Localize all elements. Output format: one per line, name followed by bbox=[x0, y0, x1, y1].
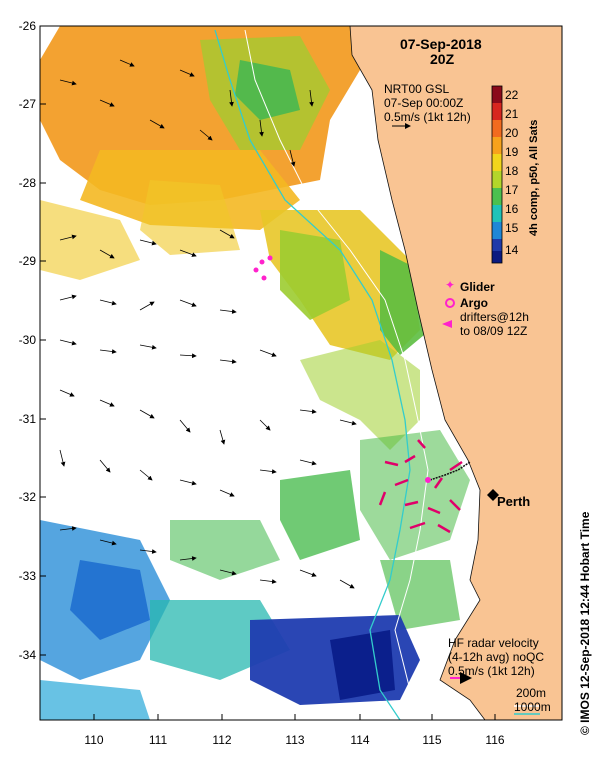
argo-symbol-icon bbox=[445, 298, 455, 308]
glider-legend-label: Glider bbox=[460, 280, 495, 294]
y-tick-label: -27 bbox=[18, 97, 36, 111]
axis-ticks bbox=[40, 25, 496, 720]
colorbar-tick: 17 bbox=[505, 183, 519, 197]
current-vectors bbox=[59, 59, 357, 589]
colorbar-tick: 19 bbox=[505, 145, 519, 159]
product-scale: 0.5m/s (1kt 12h) bbox=[384, 110, 471, 124]
isobath-200m bbox=[244, 29, 429, 720]
y-tick-label: -34 bbox=[18, 648, 36, 662]
hf-radar-scale: 0.5m/s (1kt 12h) bbox=[448, 664, 535, 678]
colorbar-tick: 22 bbox=[505, 88, 519, 102]
x-tick-label: 115 bbox=[422, 733, 442, 747]
isobath-200m-label: 200m bbox=[516, 686, 547, 700]
time-label: 20Z bbox=[430, 51, 455, 67]
y-tick-label: -26 bbox=[18, 19, 36, 33]
isobath-1000m-label: 1000m bbox=[514, 700, 551, 714]
y-tick-label: -29 bbox=[18, 254, 36, 268]
glider-markers bbox=[253, 255, 431, 483]
y-tick-label: -28 bbox=[18, 176, 36, 190]
date-label: 07-Sep-2018 bbox=[400, 36, 482, 52]
drifter-symbol-icon bbox=[442, 320, 452, 328]
colorbar-tick: 15 bbox=[505, 221, 519, 235]
x-tick-label: 112 bbox=[212, 733, 232, 747]
hf-radar-averaging: (4-12h avg) noQC bbox=[448, 650, 545, 664]
perth-marker bbox=[487, 489, 499, 501]
land-mass bbox=[349, 26, 562, 720]
y-tick-label: -31 bbox=[18, 412, 36, 426]
colorbar-title: 4h comp, p50, All Sats bbox=[528, 119, 540, 236]
drifters-legend-period: to 08/09 12Z bbox=[460, 324, 528, 338]
perth-label: Perth bbox=[497, 494, 531, 509]
map-frame bbox=[39, 25, 563, 721]
sst-field bbox=[40, 26, 470, 720]
colorbar-tick: 21 bbox=[505, 107, 519, 121]
y-tick-label: -30 bbox=[18, 333, 36, 347]
x-tick-label: 110 bbox=[84, 733, 104, 747]
drifter-tracks bbox=[378, 439, 463, 534]
colorbar bbox=[491, 85, 503, 264]
product-time: 07-Sep 00:00Z bbox=[384, 96, 464, 110]
x-tick-label: 113 bbox=[285, 733, 305, 747]
x-tick-label: 116 bbox=[485, 733, 505, 747]
map-area bbox=[40, 26, 562, 720]
product-name: NRT00 GSL bbox=[384, 82, 450, 96]
y-tick-label: -33 bbox=[18, 569, 36, 583]
colorbar-tick: 14 bbox=[505, 243, 519, 257]
y-tick-label: -32 bbox=[18, 490, 36, 504]
glider-track bbox=[429, 461, 471, 481]
x-tick-label: 111 bbox=[148, 733, 168, 747]
drifters-legend-label: drifters@12h bbox=[460, 310, 529, 324]
x-tick-label: 114 bbox=[350, 733, 370, 747]
colorbar-tick: 20 bbox=[505, 126, 519, 140]
argo-legend-label: Argo bbox=[460, 296, 488, 310]
colorbar-tick: 18 bbox=[505, 164, 519, 178]
hf-radar-label: HF radar velocity bbox=[448, 636, 539, 650]
credit-text: © IMOS 12-Sep-2018 12:44 Hobart Time bbox=[578, 511, 592, 735]
colorbar-tick: 16 bbox=[505, 202, 519, 216]
glider-symbol-icon: ✦ bbox=[445, 278, 455, 292]
isobath-1000m bbox=[214, 29, 411, 720]
